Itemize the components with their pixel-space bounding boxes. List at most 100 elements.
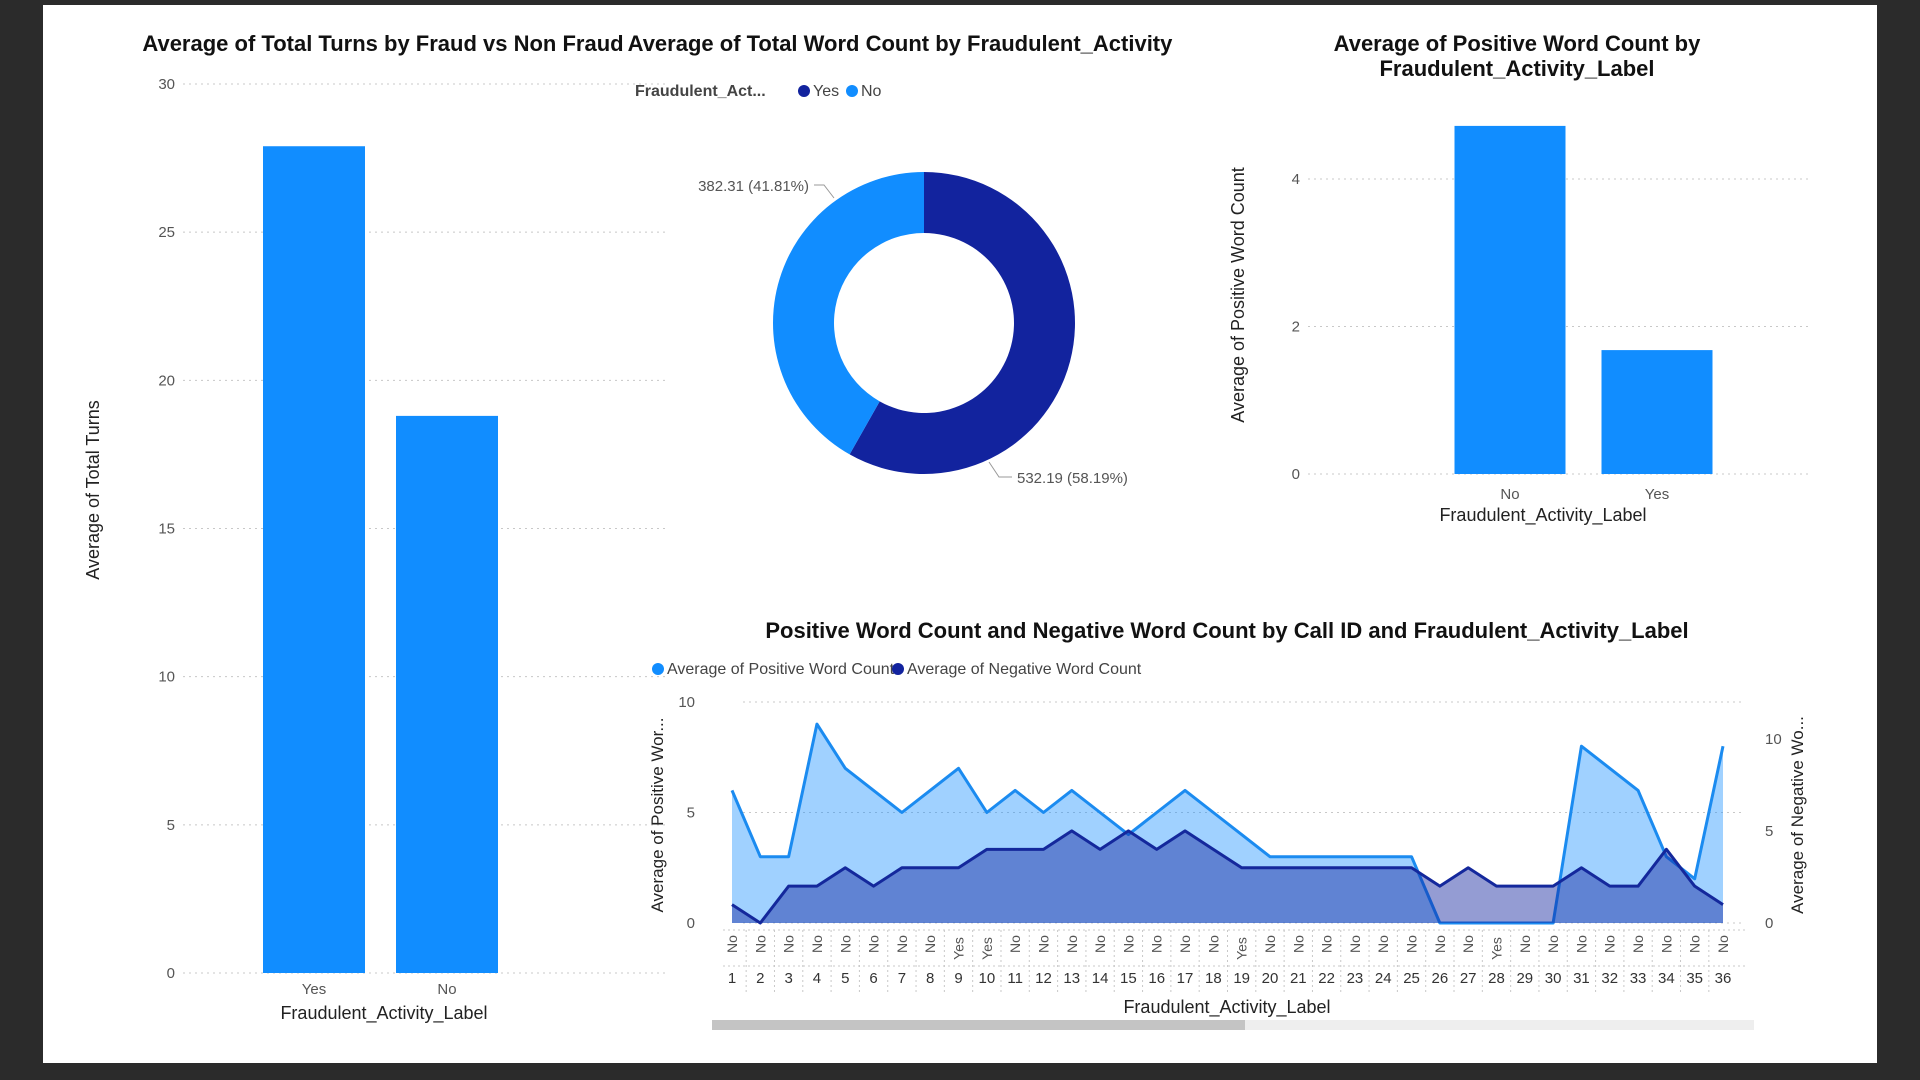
x-tick-label-category: No (1658, 935, 1674, 953)
slice-yes[interactable] (849, 172, 1075, 474)
chart2-legend-no[interactable]: No (846, 83, 882, 100)
chart4-y-label-right: Average of Negative Wo... (1788, 716, 1807, 914)
y-tick-label-right: 5 (1765, 823, 1773, 840)
x-tick-label-category: No (866, 935, 882, 953)
bar-no[interactable] (1454, 125, 1566, 475)
x-tick-label-call-id: 25 (1403, 970, 1420, 987)
chart4-y-ticks-right: 0 5 10 (1765, 731, 1782, 932)
chart4-legend-positive[interactable]: Average of Positive Word Count (652, 661, 895, 678)
y-tick-label: 0 (167, 965, 175, 982)
x-tick-label-category: No (1404, 935, 1420, 953)
y-tick-label-right: 0 (1765, 915, 1773, 932)
chart4-x-label: Fraudulent_Activity_Label (1123, 997, 1330, 1018)
chart4-scrollbar-thumb[interactable] (712, 1020, 1245, 1030)
x-tick-label: Yes (1645, 486, 1669, 503)
x-tick-label-category: No (1630, 935, 1646, 953)
chart3-bars (1454, 125, 1713, 475)
y-tick-label: 0 (1292, 466, 1300, 483)
x-tick-label-category: No (1120, 935, 1136, 953)
x-tick-label: No (1500, 486, 1519, 503)
chart4-x-ticks: No 1 No 2 No 3 No 4 No 5 No 6 No 7 No 8 Yes 9 Yes 10 No 11 No 1… (723, 929, 1748, 993)
x-tick-label-call-id: 14 (1092, 970, 1109, 987)
y-tick-label: 5 (167, 817, 175, 834)
chart1-x-ticks: Yes No (302, 981, 457, 998)
chart4-series (730, 722, 1725, 925)
x-tick-label-category: No (724, 935, 740, 953)
x-tick-label-call-id: 19 (1233, 970, 1250, 987)
bar-yes[interactable] (1601, 350, 1713, 474)
x-tick-label-call-id: 1 (728, 970, 736, 987)
legend-dot-negative (892, 663, 904, 675)
chart1-y-ticks: 0 5 10 15 20 25 30 (158, 76, 175, 982)
legend-dot-yes (798, 85, 810, 97)
x-tick-label-call-id: 33 (1630, 970, 1647, 987)
chart-word-count-by-call: Positive Word Count and Negative Word Co… (648, 618, 1807, 1030)
x-tick-label-call-id: 27 (1460, 970, 1477, 987)
chart1-title: Average of Total Turns by Fraud vs Non F… (142, 31, 623, 56)
legend-dot-no (846, 85, 858, 97)
chart3-x-label: Fraudulent_Activity_Label (1439, 505, 1646, 526)
x-tick-label-category: No (752, 935, 768, 953)
y-tick-label: 4 (1292, 171, 1300, 188)
x-tick-label-category: No (1205, 935, 1221, 953)
chart-positive-word-count: Average of Positive Word Count by Fraudu… (1228, 31, 1808, 526)
x-tick-label-call-id: 7 (898, 970, 906, 987)
x-tick-label-category: Yes (951, 937, 967, 960)
x-tick-label-call-id: 8 (926, 970, 934, 987)
chart2-legend-yes[interactable]: Yes (798, 83, 839, 100)
x-tick-label-call-id: 32 (1601, 970, 1618, 987)
bar-no[interactable] (396, 415, 498, 974)
x-tick-label-call-id: 34 (1658, 970, 1675, 987)
x-tick-label-call-id: 18 (1205, 970, 1222, 987)
x-tick-label-category: No (1177, 935, 1193, 953)
x-tick-label-category: No (809, 935, 825, 953)
x-tick-label-call-id: 24 (1375, 970, 1392, 987)
y-tick-label: 30 (158, 76, 175, 93)
x-tick-label-category: No (781, 935, 797, 953)
chart4-legend-negative[interactable]: Average of Negative Word Count (892, 661, 1142, 678)
x-tick-label-category: No (837, 935, 853, 953)
y-tick-label-left: 0 (687, 915, 695, 932)
x-tick-label-call-id: 10 (978, 970, 995, 987)
y-tick-label: 25 (158, 224, 175, 241)
chart1-bars (263, 146, 498, 974)
legend-label-positive: Average of Positive Word Count (667, 661, 895, 678)
x-tick-label-category: No (1375, 935, 1391, 953)
legend-label-no: No (861, 83, 882, 100)
positive-series-line[interactable] (730, 722, 1725, 925)
chart1-y-label: Average of Total Turns (83, 400, 103, 579)
x-tick-label-category: No (1432, 935, 1448, 953)
x-tick-label-category: No (1687, 935, 1703, 953)
bar-yes[interactable] (263, 146, 365, 974)
x-tick-label-call-id: 35 (1686, 970, 1703, 987)
chart3-y-label: Average of Positive Word Count (1228, 167, 1248, 422)
x-tick-label-category: No (922, 935, 938, 953)
chart3-x-ticks: No Yes (1500, 486, 1669, 503)
chart3-title-line1: Average of Positive Word Count by (1334, 31, 1701, 56)
x-tick-label-call-id: 6 (869, 970, 877, 987)
x-tick-label-category: No (1035, 935, 1051, 953)
x-tick-label-call-id: 15 (1120, 970, 1137, 987)
x-tick-label-call-id: 36 (1715, 970, 1732, 987)
x-tick-label-call-id: 16 (1148, 970, 1165, 987)
chart2-title: Average of Total Word Count by Fraudulen… (628, 31, 1174, 56)
chart4-title: Positive Word Count and Negative Word Co… (765, 618, 1688, 643)
y-tick-label: 15 (158, 521, 175, 538)
label-leader-no (814, 184, 835, 199)
slice-no[interactable] (773, 172, 924, 455)
x-tick-label-category: No (1319, 935, 1335, 953)
chart-total-turns: Average of Total Turns by Fraud vs Non F… (83, 31, 665, 1024)
legend-label-negative: Average of Negative Word Count (907, 661, 1142, 678)
x-tick-label-call-id: 11 (1007, 970, 1023, 987)
y-tick-label-right: 10 (1765, 731, 1782, 748)
x-tick-label-category: No (1715, 935, 1731, 953)
x-tick-label-category: No (1602, 935, 1618, 953)
x-tick-label-call-id: 3 (784, 970, 792, 987)
chart4-y-ticks-left: 0 5 10 (678, 694, 695, 932)
negative-series-line[interactable] (731, 829, 1724, 925)
x-tick-label-category: No (1064, 935, 1080, 953)
legend-label-yes: Yes (813, 83, 839, 100)
chart4-y-label-left: Average of Positive Wor... (648, 718, 667, 913)
x-tick-label-category: No (1545, 935, 1561, 953)
x-tick-label-category: No (1573, 935, 1589, 953)
